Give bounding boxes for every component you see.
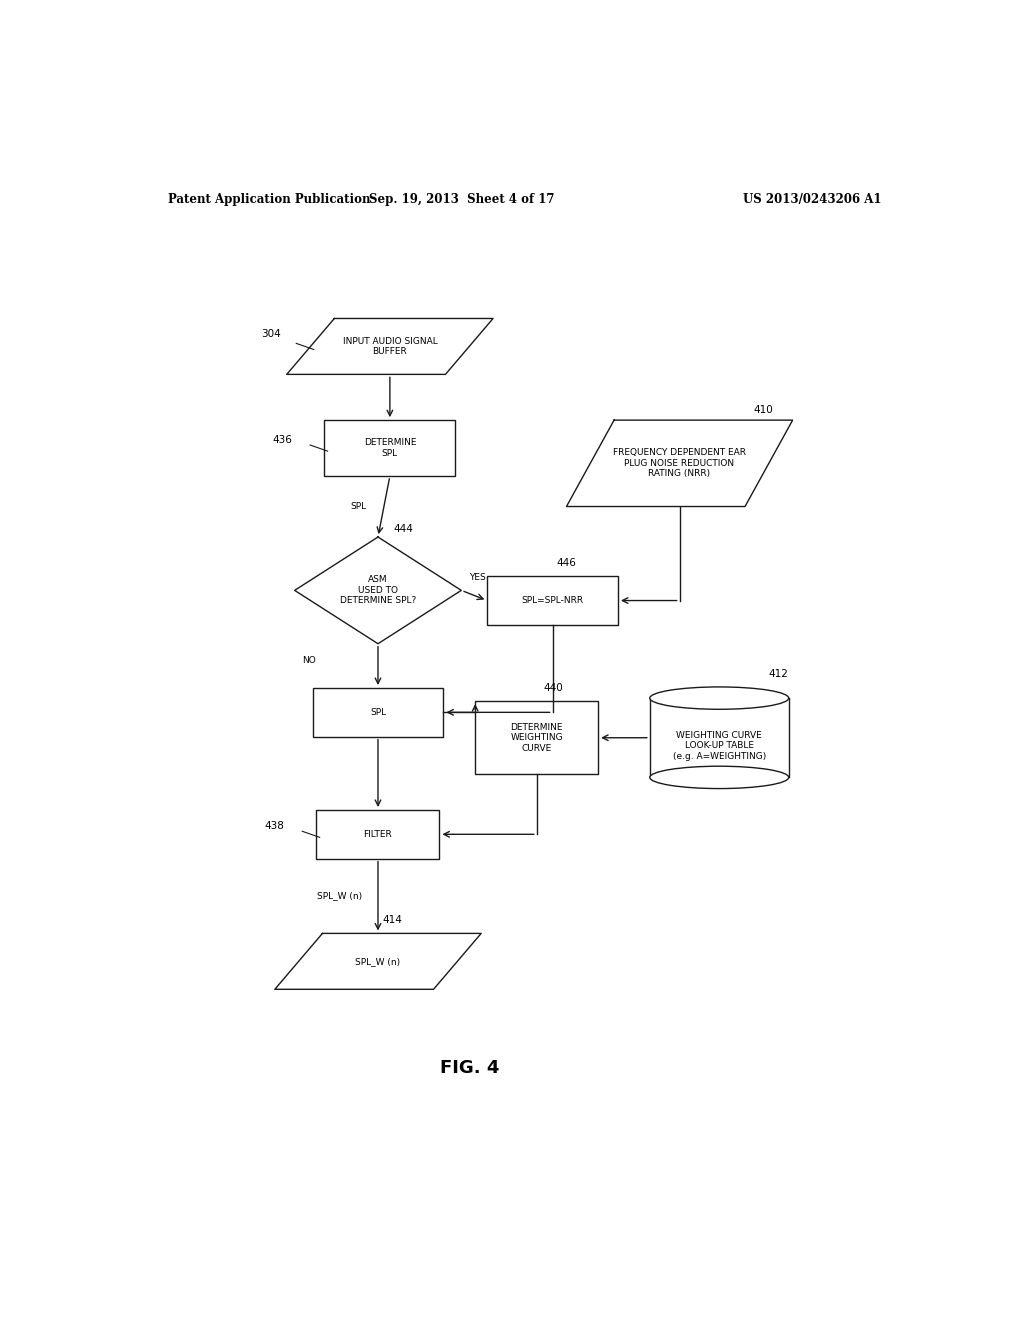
Polygon shape [274,933,481,989]
Text: SPL=SPL-NRR: SPL=SPL-NRR [521,597,584,605]
Text: FIG. 4: FIG. 4 [439,1059,499,1077]
Polygon shape [566,420,793,507]
Text: SPL: SPL [350,502,367,511]
Text: 414: 414 [382,915,401,925]
Bar [312,688,443,737]
Bar [650,698,788,777]
Text: 304: 304 [261,329,281,339]
Text: 444: 444 [394,524,414,535]
Text: Patent Application Publication: Patent Application Publication [168,193,371,206]
Text: FILTER: FILTER [364,830,392,838]
Text: DETERMINE
SPL: DETERMINE SPL [364,438,416,458]
Polygon shape [287,318,494,375]
Text: SPL: SPL [370,708,386,717]
Text: US 2013/0243206 A1: US 2013/0243206 A1 [743,193,882,206]
Text: SPL_W (n): SPL_W (n) [355,957,400,966]
Text: 440: 440 [543,682,563,693]
Bar [325,420,456,477]
Polygon shape [295,537,461,644]
Ellipse shape [650,686,788,709]
Text: YES: YES [469,573,486,582]
Text: 410: 410 [753,405,773,414]
Text: 438: 438 [265,821,285,832]
Bar [475,701,598,775]
Text: DETERMINE
WEIGHTING
CURVE: DETERMINE WEIGHTING CURVE [510,723,563,752]
Text: ASM
USED TO
DETERMINE SPL?: ASM USED TO DETERMINE SPL? [340,576,416,606]
Text: SPL_W (n): SPL_W (n) [317,891,362,900]
Text: 436: 436 [272,436,293,445]
Bar [487,576,618,624]
Bar [316,810,439,859]
Text: 412: 412 [769,669,788,678]
Text: FREQUENCY DEPENDENT EAR
PLUG NOISE REDUCTION
RATING (NRR): FREQUENCY DEPENDENT EAR PLUG NOISE REDUC… [613,449,746,478]
Text: Sep. 19, 2013  Sheet 4 of 17: Sep. 19, 2013 Sheet 4 of 17 [369,193,554,206]
Ellipse shape [650,766,788,788]
Text: INPUT AUDIO SIGNAL
BUFFER: INPUT AUDIO SIGNAL BUFFER [342,337,437,356]
Text: 446: 446 [557,558,577,568]
Text: WEIGHTING CURVE
LOOK-UP TABLE
(e.g. A=WEIGHTING): WEIGHTING CURVE LOOK-UP TABLE (e.g. A=WE… [673,731,766,760]
Text: NO: NO [303,656,316,665]
